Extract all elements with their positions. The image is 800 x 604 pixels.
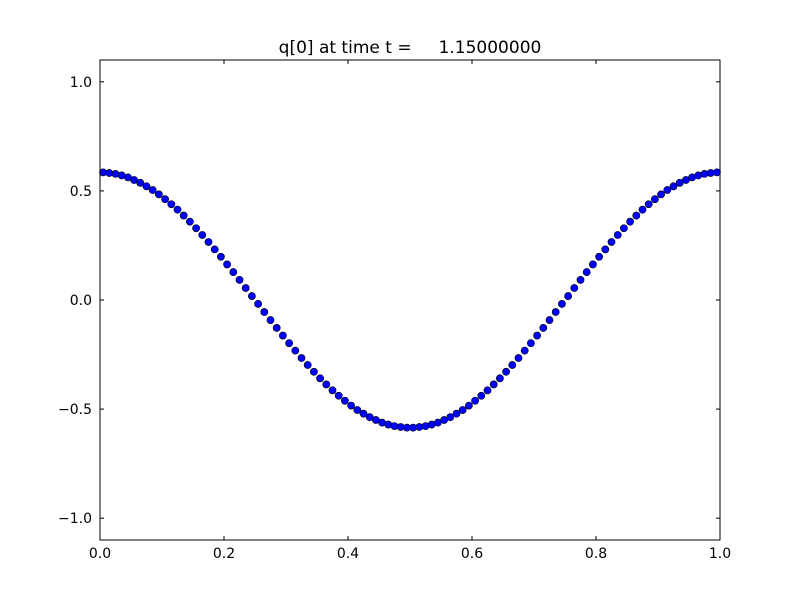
data-point (489, 380, 498, 389)
y-tick-label: 1.0 (70, 75, 92, 91)
data-point (589, 260, 597, 269)
data-point (254, 300, 262, 308)
data-point (601, 245, 610, 254)
data-point (204, 238, 213, 246)
data-point (632, 211, 641, 220)
data-point (558, 300, 566, 308)
data-point (576, 276, 585, 284)
data-point (303, 361, 312, 369)
data-point (477, 391, 486, 400)
data-point (161, 195, 169, 204)
data-point (235, 276, 244, 284)
data-point (713, 168, 721, 177)
data-point (353, 406, 362, 414)
data-point (260, 308, 269, 316)
data-point (446, 413, 455, 422)
data-point (216, 252, 225, 261)
x-tick-label: 0.4 (337, 546, 359, 562)
data-point (359, 409, 368, 418)
data-point (613, 231, 622, 239)
y-tick-label: −1.0 (58, 511, 92, 527)
data-markers (99, 168, 721, 432)
x-tick-label: 0.2 (213, 546, 235, 562)
data-point (607, 238, 616, 246)
y-tick-label: −0.5 (58, 402, 92, 418)
data-point (340, 396, 349, 405)
chart-title: q[0] at time t = 1.15000000 (279, 38, 542, 58)
data-point (458, 406, 467, 414)
data-point (651, 195, 659, 204)
data-point (347, 401, 355, 410)
data-point (291, 346, 300, 355)
x-tick-label: 0.0 (89, 546, 111, 562)
data-point (669, 182, 678, 191)
data-point (285, 339, 293, 348)
data-point (241, 284, 250, 292)
x-tick-label: 0.8 (585, 546, 607, 562)
y-tick-label: 0.0 (70, 293, 92, 309)
data-point (545, 316, 554, 324)
data-point (638, 205, 647, 214)
plot-frame (99, 59, 721, 541)
data-point (334, 391, 343, 400)
data-point (527, 339, 535, 348)
data-point (136, 178, 145, 187)
data-point (154, 190, 163, 199)
y-tick-label: 0.5 (70, 184, 92, 200)
x-tick-label: 1.0 (709, 546, 731, 562)
data-point (309, 367, 318, 376)
data-point (223, 260, 231, 269)
data-point (297, 354, 306, 362)
data-point (185, 217, 194, 226)
data-point (644, 200, 653, 209)
data-point (328, 386, 337, 395)
data-point (464, 401, 473, 410)
data-point (551, 308, 560, 316)
data-point (495, 374, 504, 383)
data-point (483, 386, 492, 395)
data-point (620, 224, 628, 233)
data-point (626, 217, 634, 226)
data-point (198, 231, 207, 239)
data-point (148, 186, 157, 194)
data-point (502, 367, 510, 376)
data-point (210, 245, 219, 254)
data-point (471, 396, 479, 405)
data-point (272, 324, 281, 332)
data-point (316, 374, 324, 383)
data-point (229, 268, 238, 276)
data-point (533, 331, 541, 340)
data-point (452, 409, 461, 418)
data-point (322, 380, 331, 389)
data-point (247, 292, 256, 300)
x-tick-label: 0.6 (461, 546, 483, 562)
data-point (663, 186, 672, 194)
data-point (520, 346, 529, 355)
data-point (192, 224, 200, 233)
data-point (167, 200, 176, 209)
data-point (582, 268, 591, 276)
data-point (570, 284, 579, 292)
data-point (595, 252, 603, 261)
data-point (278, 331, 287, 340)
axes: 0.0 0.2 0.4 0.6 0.8 1.0 −1.0 −0.5 0.0 0.5 1.0 (58, 60, 731, 562)
data-point (539, 324, 548, 332)
data-point (508, 361, 517, 369)
data-point (179, 211, 188, 220)
data-point (142, 182, 151, 191)
data-point (173, 205, 182, 214)
data-point (657, 190, 665, 199)
data-point (514, 354, 523, 362)
data-point (266, 316, 275, 324)
data-point (564, 292, 572, 300)
